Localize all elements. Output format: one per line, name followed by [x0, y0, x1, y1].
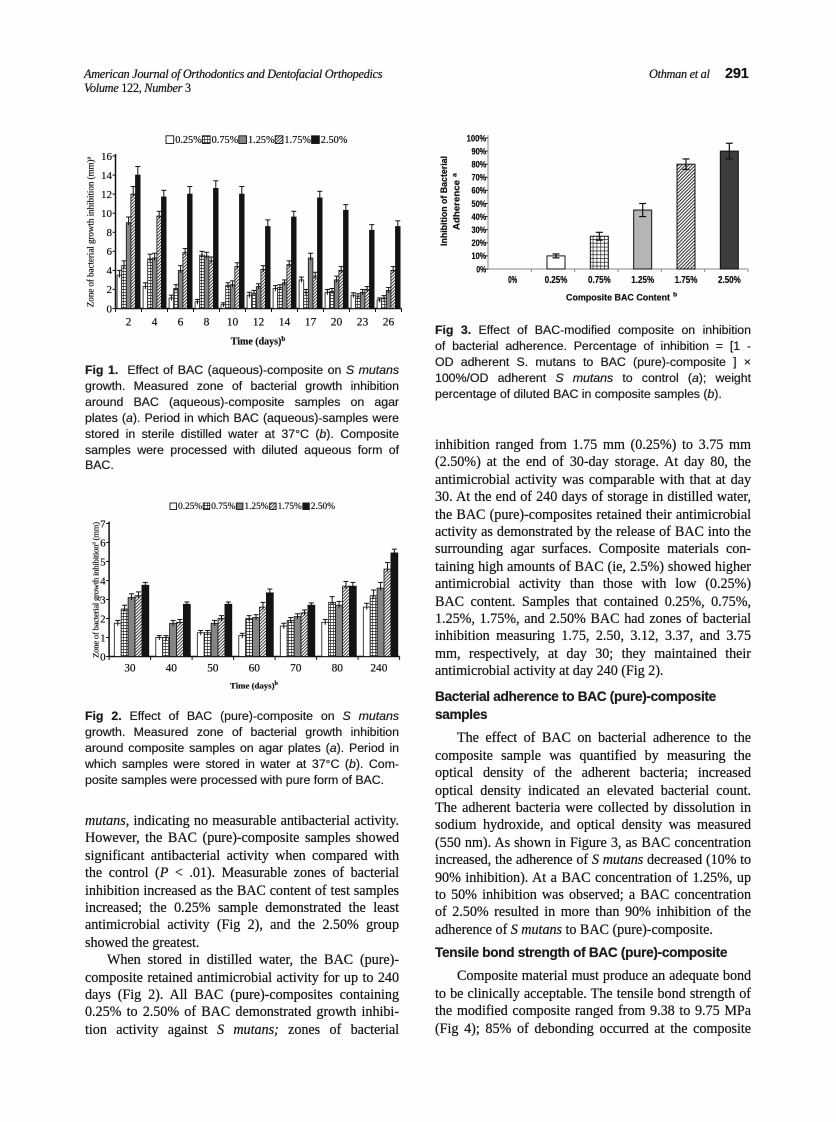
svg-text:60%: 60% [472, 186, 487, 196]
svg-text:5: 5 [100, 556, 106, 568]
svg-text:b: b [673, 292, 677, 299]
svg-text:2.50%: 2.50% [321, 135, 348, 146]
svg-text:0.75%: 0.75% [212, 135, 239, 146]
svg-text:8: 8 [107, 227, 113, 239]
svg-text:4: 4 [100, 575, 106, 587]
svg-text:100%: 100% [467, 133, 487, 143]
svg-text:2.50%: 2.50% [718, 275, 741, 286]
svg-text:30%: 30% [472, 225, 487, 235]
svg-text:1.25%: 1.25% [631, 275, 654, 286]
svg-text:1.75%: 1.75% [675, 275, 698, 286]
svg-text:10: 10 [227, 317, 239, 329]
svg-text:2: 2 [126, 317, 132, 329]
svg-text:6: 6 [178, 317, 184, 329]
svg-text:50%: 50% [472, 199, 487, 209]
svg-text:16: 16 [101, 151, 113, 163]
svg-text:0.25%: 0.25% [175, 135, 202, 146]
svg-text:Zone of bacterial growth inhib: Zone of bacterial growth inhibitiona (mm… [91, 522, 101, 658]
svg-text:60: 60 [249, 663, 261, 675]
svg-text:30: 30 [124, 663, 136, 675]
svg-text:1: 1 [100, 632, 106, 644]
svg-text:20: 20 [331, 317, 343, 329]
svg-text:90%: 90% [472, 146, 487, 156]
svg-text:70%: 70% [472, 173, 487, 183]
svg-text:0.25%: 0.25% [545, 275, 568, 286]
svg-text:80: 80 [332, 663, 344, 675]
svg-text:2: 2 [100, 613, 106, 625]
svg-text:20%: 20% [472, 238, 487, 248]
svg-text:10%: 10% [472, 251, 487, 261]
svg-text:8: 8 [204, 317, 210, 329]
svg-text:40: 40 [166, 663, 178, 675]
svg-text:2: 2 [107, 284, 113, 296]
svg-text:23: 23 [357, 317, 369, 329]
svg-text:240: 240 [370, 663, 387, 675]
svg-text:26: 26 [383, 317, 395, 329]
svg-text:0: 0 [107, 303, 113, 315]
svg-text:40%: 40% [472, 212, 487, 222]
svg-text:10: 10 [101, 208, 113, 220]
svg-text:0.75%: 0.75% [588, 275, 611, 286]
svg-text:4: 4 [107, 265, 113, 277]
svg-text:0%: 0% [508, 275, 517, 286]
svg-text:17: 17 [305, 317, 317, 329]
svg-text:4: 4 [152, 317, 158, 329]
svg-text:12: 12 [101, 189, 112, 201]
svg-text:0.75%: 0.75% [211, 502, 235, 512]
svg-text:70: 70 [290, 663, 302, 675]
svg-text:14: 14 [279, 317, 291, 329]
svg-text:0: 0 [100, 651, 106, 663]
svg-text:14: 14 [101, 170, 113, 182]
svg-text:3: 3 [100, 594, 106, 606]
svg-text:1.75%: 1.75% [278, 502, 302, 512]
svg-text:Adherence: Adherence [452, 180, 463, 230]
svg-text:Zone of bacterial growth inhib: Zone of bacterial growth inhibition (mm)… [86, 156, 96, 307]
svg-text:a: a [452, 173, 459, 177]
svg-text:12: 12 [253, 317, 265, 329]
svg-text:Inhibition of Bacterial: Inhibition of Bacterial [439, 156, 450, 246]
svg-text:7: 7 [100, 518, 106, 530]
svg-text:80%: 80% [472, 160, 487, 170]
svg-text:1.25%: 1.25% [244, 502, 268, 512]
svg-text:1.75%: 1.75% [284, 135, 311, 146]
svg-text:0%: 0% [476, 264, 486, 274]
svg-text:6: 6 [100, 537, 106, 549]
svg-text:1.25%: 1.25% [248, 135, 275, 146]
svg-text:2.50%: 2.50% [311, 502, 335, 512]
svg-text:0.25%: 0.25% [178, 502, 202, 512]
svg-text:Time (days)b: Time (days)b [230, 680, 279, 691]
svg-text:Time (days)b: Time (days)b [231, 335, 286, 348]
svg-text:Composite BAC Content: Composite BAC Content [566, 293, 671, 304]
svg-text:50: 50 [207, 663, 219, 675]
svg-text:6: 6 [107, 246, 113, 258]
